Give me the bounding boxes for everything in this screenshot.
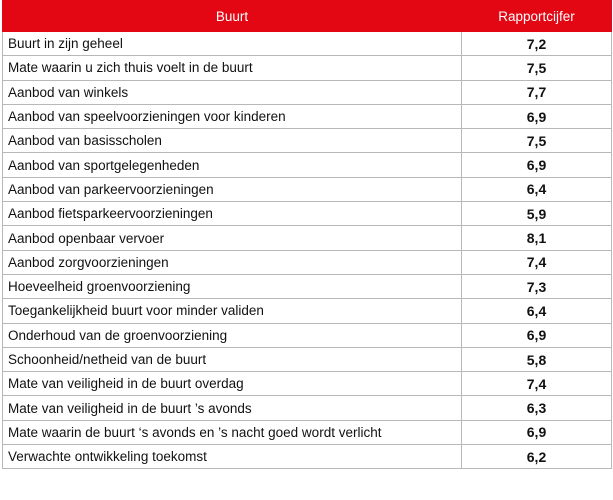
score-cell: 7,5 <box>461 55 612 81</box>
item-cell: Buurt in zijn geheel <box>2 30 462 57</box>
header-row: Buurt Rapportcijfer <box>2 0 612 32</box>
header-cell: Rapportcijfer <box>461 0 612 32</box>
table-row: Onderhoud van de groenvoorziening 6,9 <box>2 322 612 348</box>
score-cell: 6,4 <box>461 298 612 324</box>
rating-table: Buurt Rapportcijfer Buurt in zijn geheel… <box>2 0 612 470</box>
score-cell: 6,2 <box>461 444 612 470</box>
table-row: Mate van veiligheid in de buurt ’s avond… <box>2 395 612 421</box>
table-header: Buurt Rapportcijfer <box>2 0 612 32</box>
score-cell: 7,4 <box>461 249 612 275</box>
table-row: Mate waarin u zich thuis voelt in de buu… <box>2 55 612 81</box>
score-cell: 7,2 <box>461 30 612 57</box>
score-cell: 6,3 <box>461 395 612 421</box>
item-cell: Aanbod zorgvoorzieningen <box>2 249 462 275</box>
item-cell: Aanbod van parkeervoorzieningen <box>2 176 462 203</box>
score-cell: 7,7 <box>461 79 612 105</box>
score-cell: 8,1 <box>461 225 612 251</box>
table-row: Schoonheid/netheid van de buurt 5,8 <box>2 346 612 373</box>
item-cell: Hoeveelheid groenvoorziening <box>2 273 462 300</box>
table-row: Aanbod van parkeervoorzieningen 6,4 <box>2 176 612 203</box>
table-row: Aanbod van basisscholen 7,5 <box>2 128 612 154</box>
item-cell: Toegankelijkheid buurt voor minder valid… <box>2 298 462 324</box>
table-body: Buurt in zijn geheel 7,2 Mate waarin u zic… <box>2 30 612 470</box>
score-cell: 6,9 <box>461 152 612 178</box>
table-row: Mate van veiligheid in de buurt overdag 7… <box>2 371 612 397</box>
item-cell: Aanbod van sportgelegenheden <box>2 152 462 178</box>
table-row: Aanbod van sportgelegenheden 6,9 <box>2 152 612 178</box>
item-cell: Aanbod van basisscholen <box>2 128 462 154</box>
table-row: Mate waarin de buurt ‘s avonds en ’s nac… <box>2 419 612 446</box>
table-row: Aanbod openbaar vervoer 8,1 <box>2 225 612 251</box>
score-cell: 6,9 <box>461 103 612 130</box>
item-cell: Aanbod van speelvoorzieningen voor kinde… <box>2 103 462 130</box>
score-cell: 5,9 <box>461 201 612 227</box>
item-cell: Mate waarin de buurt ‘s avonds en ’s nac… <box>2 419 462 446</box>
score-cell: 6,9 <box>461 322 612 348</box>
table-row: Verwachte ontwikkeling toekomst 6,2 <box>2 444 612 470</box>
header-cell: Buurt <box>2 0 462 32</box>
score-cell: 6,4 <box>461 176 612 203</box>
table-row: Toegankelijkheid buurt voor minder valid… <box>2 298 612 324</box>
item-cell: Mate waarin u zich thuis voelt in de buu… <box>2 55 462 81</box>
table-row: Aanbod fietsparkeervoorzieningen 5,9 <box>2 201 612 227</box>
item-cell: Schoonheid/netheid van de buurt <box>2 346 462 373</box>
table-row: Buurt in zijn geheel 7,2 <box>2 30 612 57</box>
score-cell: 7,3 <box>461 273 612 300</box>
score-cell: 7,4 <box>461 371 612 397</box>
item-cell: Aanbod fietsparkeervoorzieningen <box>2 201 462 227</box>
item-cell: Mate van veiligheid in de buurt ’s avond… <box>2 395 462 421</box>
item-cell: Aanbod van winkels <box>2 79 462 105</box>
score-cell: 6,9 <box>461 419 612 446</box>
item-cell: Aanbod openbaar vervoer <box>2 225 462 251</box>
table-row: Aanbod zorgvoorzieningen 7,4 <box>2 249 612 275</box>
score-cell: 5,8 <box>461 346 612 373</box>
table-row: Aanbod van winkels 7,7 <box>2 79 612 105</box>
item-cell: Mate van veiligheid in de buurt overdag <box>2 371 462 397</box>
table-row: Hoeveelheid groenvoorziening 7,3 <box>2 273 612 300</box>
score-cell: 7,5 <box>461 128 612 154</box>
table-row: Aanbod van speelvoorzieningen voor kinde… <box>2 103 612 130</box>
item-cell: Verwachte ontwikkeling toekomst <box>2 444 462 470</box>
item-cell: Onderhoud van de groenvoorziening <box>2 322 462 348</box>
